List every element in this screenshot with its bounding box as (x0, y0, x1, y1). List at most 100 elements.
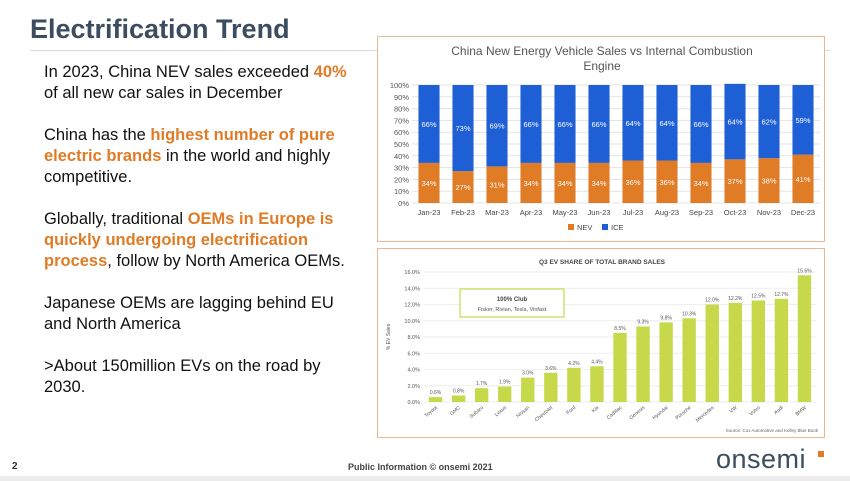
ice-bar (486, 85, 508, 167)
ev-share-bar (428, 397, 443, 402)
ice-value-label: 64% (625, 119, 640, 128)
nev-value-label: 36% (625, 178, 640, 187)
ice-value-label: 66% (591, 120, 606, 129)
ice-bar (452, 85, 474, 172)
ev-share-value-label: 0.6% (430, 390, 442, 396)
ev-share-bar (474, 388, 489, 402)
nev-value-label: 27% (455, 183, 470, 192)
legend-nev-swatch (568, 224, 574, 230)
ev-share-value-label: 12.5% (751, 293, 766, 299)
x-tick-label: Jan-23 (418, 208, 441, 217)
ev-share-value-label: 12.7% (774, 292, 789, 298)
x-tick-label: Nov-23 (757, 208, 781, 217)
x-tick-label: Volvo (748, 405, 761, 418)
ev-share-bar (728, 302, 742, 402)
x-tick-label: May-23 (552, 208, 577, 217)
y-tick-label: 80% (394, 105, 409, 114)
nev-value-label: 41% (795, 175, 810, 184)
y-tick-label: 50% (394, 140, 409, 149)
ev-share-value-label: 8.5% (614, 326, 626, 332)
bullet-text: China has the (44, 126, 151, 144)
footer-info: Public Information © onsemi 2021 (348, 462, 493, 472)
ev-share-value-label: 3.6% (545, 366, 557, 372)
x-tick-label: Jun-23 (588, 208, 611, 217)
x-tick-label: GMC (449, 405, 462, 417)
ev-share-value-label: 4.4% (591, 359, 603, 365)
ice-bar (724, 83, 746, 160)
ev-share-value-label: 12.2% (728, 296, 743, 302)
x-tick-label: Dec-23 (791, 208, 815, 217)
nev-bar (690, 162, 712, 203)
y-tick-label: 2.0% (407, 384, 420, 390)
ev-share-bar (544, 372, 558, 402)
x-tick-label: Subaru (469, 405, 485, 420)
chart-source: Source: Cox Automotive and Kelley Blue B… (726, 428, 819, 433)
bullet-highlight: OEMs in Europe is quickly undergoing ele… (44, 210, 334, 270)
ice-bar (588, 85, 610, 163)
ev-share-value-label: 9.8% (660, 315, 672, 321)
ev-share-value-label: 10.3% (682, 311, 697, 317)
ev-share-bar (521, 377, 535, 402)
nev-value-label: 34% (693, 179, 708, 188)
y-tick-label: 12.0% (404, 303, 420, 309)
x-tick-label: Mar-23 (485, 208, 509, 217)
ev-share-bar (659, 322, 673, 402)
nev-value-label: 34% (591, 179, 606, 188)
x-tick-label: Mercedes (695, 405, 716, 424)
nev-bar (418, 162, 440, 203)
y-tick-label: 0.0% (407, 400, 420, 406)
nev-bar (554, 162, 576, 203)
nev-bar (588, 162, 610, 203)
nev-bar (486, 166, 508, 203)
bullet-3: Globally, traditional OEMs in Europe is … (44, 209, 364, 272)
ev-share-value-label: 4.2% (568, 361, 580, 367)
x-tick-label: Audi (773, 405, 785, 416)
ev-share-bar (636, 326, 650, 402)
x-tick-label: Chevrolet (534, 405, 555, 424)
ev-share-value-label: 1.7% (476, 381, 488, 387)
bullet-1: In 2023, China NEV sales exceeded 40% of… (44, 62, 364, 104)
bullet-highlight: highest number of pure electric brands (44, 126, 335, 165)
ice-value-label: 73% (455, 124, 470, 133)
ev-share-value-label: 9.3% (637, 319, 649, 325)
legend-ice-label: ICE (611, 223, 624, 232)
ev-share-bar (774, 298, 789, 402)
ev-share-value-label: 0.8% (453, 389, 465, 395)
y-tick-label: 16.0% (404, 270, 420, 276)
bullet-text: of all new car sales in December (44, 84, 283, 102)
bullet-text: , follow by North America OEMs. (107, 252, 345, 270)
y-tick-label: 0% (398, 199, 409, 208)
y-tick-label: 8.0% (407, 335, 420, 341)
x-tick-label: Toyota (424, 405, 439, 419)
ev-share-chart-svg: Q3 EV SHARE OF TOTAL BRAND SALES 0.0% 2.0%… (386, 259, 819, 433)
ice-value-label: 64% (659, 119, 674, 128)
y-tick-label: 40% (394, 152, 409, 161)
ev-share-value-label: 12.0% (705, 298, 720, 304)
ice-value-label: 64% (727, 118, 742, 127)
bullet-text: >About 150million EVs on the road by 203… (44, 357, 321, 396)
x-tick-label: Nissan (515, 405, 531, 420)
ev-share-bar (498, 386, 512, 402)
ev-share-bar (590, 366, 604, 402)
bullet-list: In 2023, China NEV sales exceeded 40% of… (44, 62, 364, 419)
ev-share-bar (797, 275, 812, 402)
bullet-text: in the world and highly competitive. (44, 147, 331, 186)
ice-value-label: 62% (761, 118, 776, 127)
ice-bar (656, 85, 678, 161)
nev-bar (622, 160, 644, 203)
chart-title: China New Energy Vehicle Sales vs Intern… (451, 44, 753, 58)
bullet-text: Japanese OEMs are lagging behind EU and … (44, 294, 334, 333)
ice-bar (690, 85, 712, 163)
x-tick-label: Feb-23 (451, 208, 475, 217)
ice-bar (758, 85, 780, 159)
ice-value-label: 66% (523, 120, 538, 129)
bullet-2: China has the highest number of pure ele… (44, 125, 364, 188)
nev-bar (758, 158, 780, 203)
nev-value-label: 31% (489, 181, 504, 190)
nev-bar (792, 154, 814, 203)
x-tick-label: Aug-23 (655, 208, 679, 217)
y-axis-label: % EV Sales (386, 323, 392, 350)
bullet-5: >About 150million EVs on the road by 203… (44, 356, 364, 398)
ev-share-bar (613, 332, 627, 402)
x-tick-label: Hyundai (651, 405, 669, 421)
